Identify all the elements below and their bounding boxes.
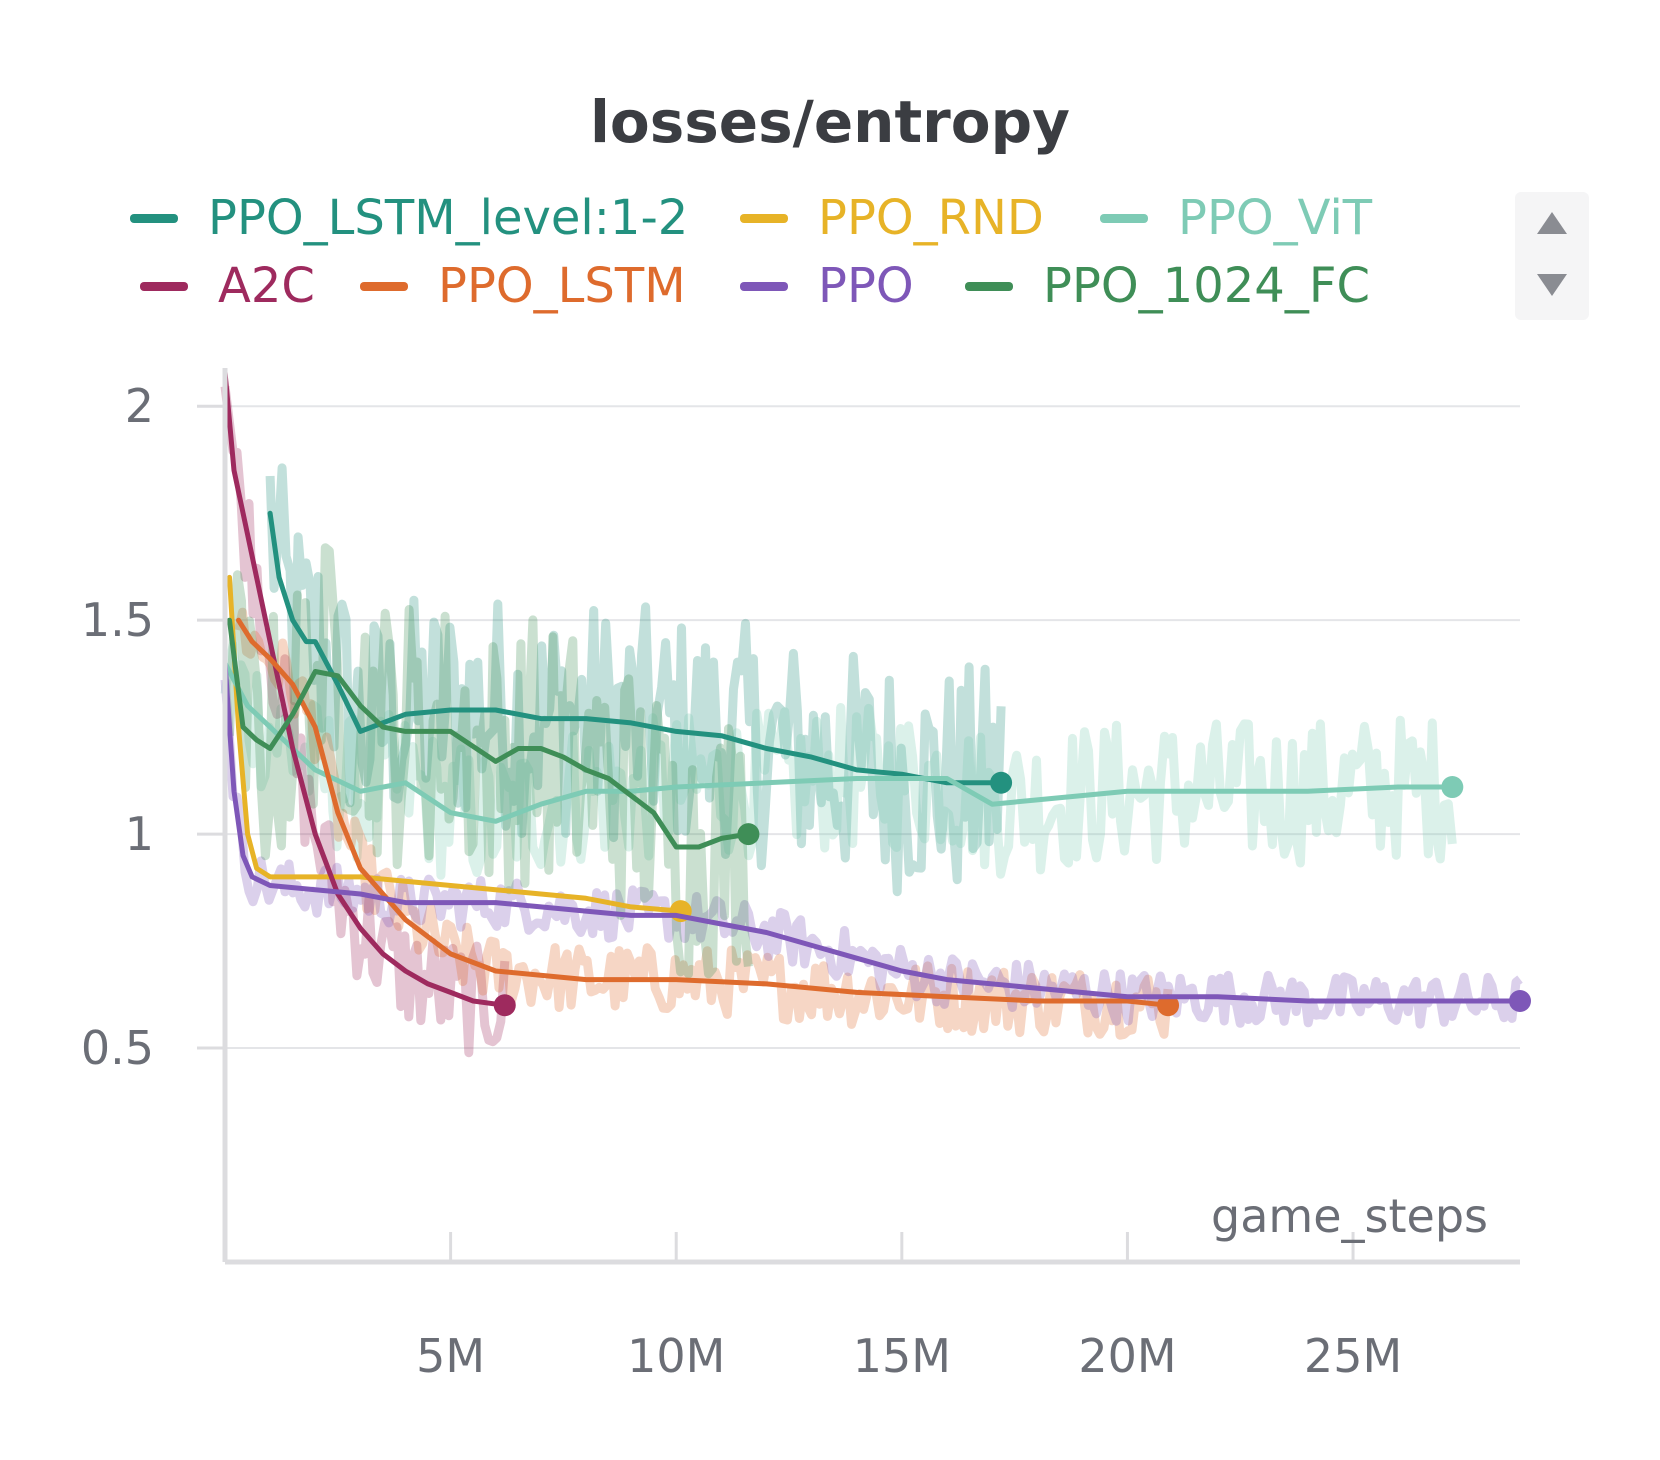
series-end-marker-a2c[interactable]: [493, 994, 516, 1017]
raw-trace-ppo-1024-fc: [225, 543, 753, 979]
series-line-ppo-lstm-level-1-2: [267, 510, 1004, 786]
noise-bands: [220, 385, 1523, 1058]
raw-trace-a2c: [220, 385, 510, 1058]
series-line-ppo-1024-fc: [227, 617, 751, 850]
legend: PPO_LSTM_level:1-2 PPO_RND PPO_ViT A2C P…: [120, 190, 1500, 330]
legend-entry-ppo-1024-fc[interactable]: PPO_1024_FC: [965, 258, 1370, 314]
series-end-marker-ppo[interactable]: [1509, 989, 1531, 1012]
legend-entry-ppo-vit[interactable]: PPO_ViT: [1100, 190, 1372, 246]
legend-entry-ppo-rnd[interactable]: PPO_RND: [740, 190, 1044, 246]
series-lines: [222, 369, 1531, 1017]
legend-swatch: [130, 213, 178, 223]
legend-label: PPO_1024_FC: [1043, 258, 1370, 314]
legend-entry-ppo[interactable]: PPO: [740, 258, 914, 314]
legend-entry-a2c[interactable]: A2C: [140, 258, 315, 314]
series-line-ppo-rnd: [227, 574, 684, 914]
legend-swatch: [965, 281, 1013, 291]
series-end-marker-ppo-lstm[interactable]: [1157, 994, 1180, 1017]
x-tick-label: 15M: [853, 1329, 951, 1383]
series-line-ppo-lstm: [236, 617, 1171, 1008]
series-end-marker-ppo-1024-fc[interactable]: [737, 823, 760, 846]
chart-title: losses/entropy: [590, 88, 1070, 156]
legend-label: PPO: [818, 258, 914, 314]
series-line-ppo: [222, 660, 1523, 1004]
legend-swatch: [740, 213, 788, 223]
y-tick-label: 2: [125, 379, 154, 433]
legend-swatch: [360, 281, 408, 291]
series-line-ppo-vit: [222, 660, 1455, 824]
axes: [197, 368, 1520, 1265]
y-tick-label: 0.5: [81, 1021, 154, 1075]
legend-pager: [1515, 192, 1589, 320]
x-tick-label: 25M: [1304, 1329, 1402, 1383]
y-tick-label: 1: [125, 807, 154, 861]
legend-label: A2C: [218, 258, 315, 314]
legend-swatch: [740, 281, 788, 291]
y-tick-label: 1.5: [81, 593, 154, 647]
x-tick-label: 10M: [627, 1329, 725, 1383]
series-end-marker-ppo-vit[interactable]: [1441, 776, 1464, 799]
grid: [225, 405, 1520, 1050]
legend-swatch: [140, 281, 188, 291]
legend-entry-ppo-lstm[interactable]: PPO_LSTM: [360, 258, 686, 314]
legend-swatch: [1100, 213, 1148, 223]
x-axis-title: game_steps: [1211, 1189, 1488, 1243]
series-end-marker-ppo-lstm-level-1-2[interactable]: [990, 771, 1013, 794]
legend-label: PPO_LSTM_level:1-2: [208, 190, 689, 246]
series-line-a2c: [222, 369, 508, 1008]
legend-entry-ppo-lstm-level-1-2[interactable]: PPO_LSTM_level:1-2: [130, 190, 688, 246]
legend-label: PPO_RND: [818, 190, 1044, 246]
x-tick-label: 5M: [416, 1329, 485, 1383]
legend-label: PPO_LSTM: [438, 258, 686, 314]
raw-trace-ppo: [220, 679, 1523, 1029]
legend-label: PPO_ViT: [1178, 190, 1373, 246]
x-tick-label: 20M: [1078, 1329, 1176, 1383]
raw-trace-ppo-vit: [220, 640, 1457, 880]
